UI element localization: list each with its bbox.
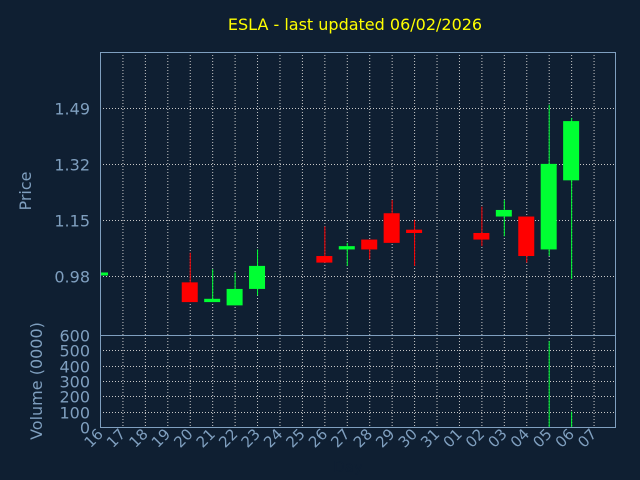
- price-grid: [100, 52, 616, 335]
- candle-body: [361, 239, 378, 250]
- candle-16: [100, 272, 108, 276]
- candle-body: [563, 121, 580, 181]
- candle-21: [204, 269, 221, 303]
- candle-26: [316, 226, 333, 263]
- volume-axis-label: Volume (0000): [27, 322, 46, 440]
- volume-tick-label: 500: [59, 342, 90, 361]
- price-panel-frame: [100, 52, 616, 336]
- candle-28: [361, 239, 378, 260]
- volume-bars: [548, 341, 573, 427]
- candle-body: [540, 163, 557, 250]
- candle-body: [226, 288, 243, 306]
- candle-02: [473, 206, 490, 247]
- volume-tick-label: 400: [59, 358, 90, 377]
- candle-23: [249, 249, 266, 296]
- x-tick-labels: 1617181920212223242526272829303101020304…: [81, 425, 601, 451]
- candle-29: [383, 200, 400, 243]
- candle-body: [406, 229, 423, 233]
- candle-body: [249, 265, 266, 289]
- volume-tick-label: 600: [59, 327, 90, 346]
- chart-title: ESLA - last updated 06/02/2026: [228, 15, 482, 34]
- volume-grid: [100, 335, 616, 427]
- price-tick-labels: 0.98 1.15 1.32 1.49: [54, 100, 90, 287]
- volume-tick-label: 200: [59, 388, 90, 407]
- x-tick-label: 07: [574, 425, 600, 451]
- candle-body: [338, 246, 355, 250]
- plot-frames: [100, 52, 616, 428]
- candle-30: [406, 219, 423, 266]
- price-tick-label: 1.49: [54, 100, 90, 119]
- price-axis-label: Price: [16, 171, 35, 210]
- candle-06: [563, 117, 580, 280]
- price-tick-label: 1.15: [54, 212, 90, 231]
- candle-body: [473, 232, 490, 240]
- candle-04: [518, 216, 535, 263]
- candle-body: [383, 213, 400, 243]
- candle-body: [316, 256, 333, 263]
- candle-body: [100, 272, 108, 276]
- candles: [100, 104, 580, 306]
- candle-body: [518, 216, 535, 257]
- candle-20: [181, 252, 198, 303]
- candle-05: [540, 104, 557, 257]
- candle-27: [338, 242, 355, 266]
- x-axis-label: Day: [333, 458, 363, 476]
- volume-tick-label: 300: [59, 373, 90, 392]
- price-tick-label: 0.98: [54, 268, 90, 287]
- candle-body: [495, 209, 512, 217]
- candle-body: [204, 298, 221, 303]
- volume-tick-label: 100: [59, 404, 90, 423]
- volume-tick-label: 0: [80, 419, 90, 438]
- price-tick-label: 1.32: [54, 156, 90, 175]
- candle-body: [181, 282, 198, 303]
- candle-22: [226, 272, 243, 306]
- candle-03: [495, 200, 512, 237]
- volume-panel-frame: [100, 335, 616, 428]
